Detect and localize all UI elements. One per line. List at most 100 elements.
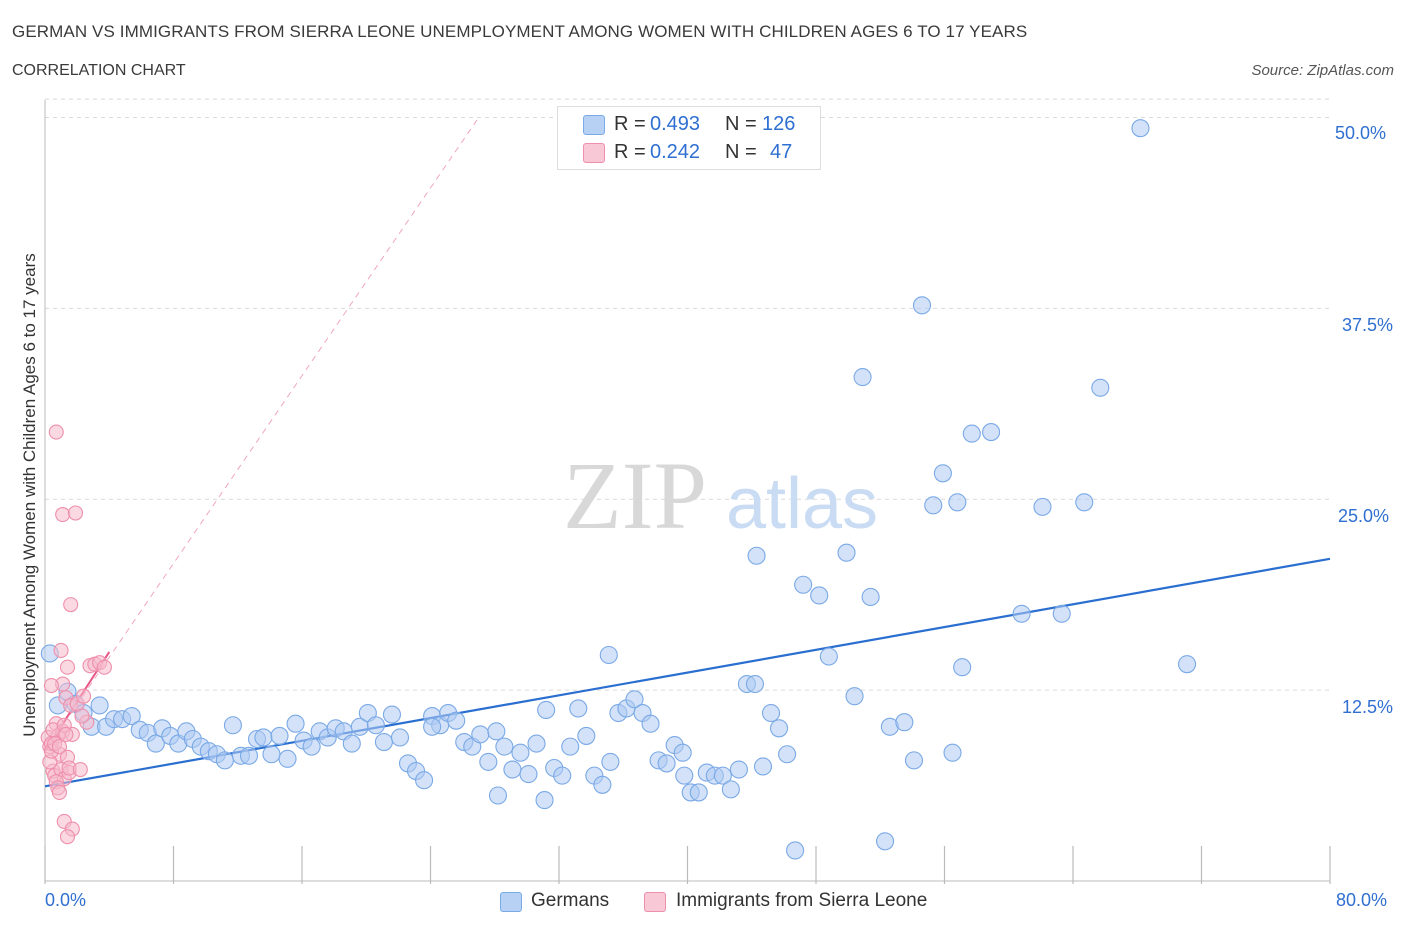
germans-point <box>625 690 644 709</box>
germans-point <box>761 703 781 723</box>
germans-point <box>447 711 466 730</box>
germans-point <box>374 732 393 752</box>
r-value: 0.242 <box>650 141 701 163</box>
stats-row-germans: R = 0.493 N = 126 <box>558 111 820 139</box>
germans-point <box>745 674 765 694</box>
germans-point <box>895 713 914 732</box>
germans-point <box>254 728 273 747</box>
germans-point <box>215 751 234 770</box>
germans-point <box>861 587 880 607</box>
chart-title: GERMAN VS IMMIGRANTS FROM SIERRA LEONE U… <box>12 22 1028 41</box>
legend-germans-swatch <box>500 892 522 912</box>
germans-point <box>729 760 748 779</box>
germans-point <box>786 841 805 860</box>
germans-point <box>753 757 773 776</box>
germans-point <box>487 722 506 741</box>
germans-point <box>1012 604 1031 623</box>
germans-point <box>286 714 305 733</box>
x-tick-max: 80.0% <box>1336 890 1388 910</box>
germans-point <box>519 765 538 784</box>
germans-point <box>819 647 838 666</box>
n-value: 47 <box>770 141 793 163</box>
germans-point <box>904 751 924 770</box>
germans-point <box>270 726 289 745</box>
germans-point <box>912 296 932 315</box>
source-credit: Source: ZipAtlas.com <box>1251 62 1394 79</box>
germans-point <box>962 424 981 443</box>
sierra-leone-trend-extension <box>44 117 480 752</box>
sierra-leone-point <box>51 784 68 800</box>
germans-point <box>770 719 789 738</box>
germans-point <box>471 725 490 744</box>
sierra-leone-point <box>51 739 68 755</box>
r-label: R = <box>614 113 646 135</box>
germans-point <box>569 699 588 718</box>
germans-trend-line <box>44 557 1331 788</box>
germans-point <box>223 716 242 735</box>
germans-point <box>948 493 967 512</box>
germans-point <box>1177 655 1197 674</box>
germans-point <box>593 775 612 794</box>
germans-point <box>713 766 732 785</box>
germans-point <box>262 745 281 764</box>
germans-point <box>721 780 740 799</box>
germans-point <box>302 737 321 756</box>
gridlines <box>45 98 1330 691</box>
sierra-leone-point <box>55 506 71 523</box>
sierra-leone-point <box>67 505 84 521</box>
germans-point <box>673 743 692 762</box>
data-points <box>40 119 1197 860</box>
germans-point <box>553 766 572 785</box>
sierra-leone-point <box>96 659 112 675</box>
germans-point <box>495 737 514 756</box>
germans-point <box>479 752 498 771</box>
sierra-leone-point <box>48 424 64 440</box>
germans-point <box>415 771 434 790</box>
germans-point <box>675 766 694 785</box>
germans-point <box>657 754 676 773</box>
sierra-leone-point <box>53 642 69 658</box>
germans-point <box>794 575 813 594</box>
legend-sierra-leone-label: Immigrants from Sierra Leone <box>676 890 928 911</box>
germans-point <box>982 423 1001 442</box>
germans-point <box>1033 497 1052 516</box>
germans-point <box>641 714 660 733</box>
sierra-leone-swatch <box>583 143 605 163</box>
germans-point <box>933 464 952 483</box>
germans-point <box>122 707 141 726</box>
germans-point <box>146 734 165 753</box>
sierra-leone-point <box>72 761 88 778</box>
germans-point <box>278 749 297 768</box>
legend-germans-label: Germans <box>531 890 610 911</box>
germans-point <box>503 760 522 779</box>
germans-point <box>837 543 856 562</box>
germans-point <box>810 586 829 605</box>
sierra-leone-point <box>59 829 76 845</box>
germans-swatch <box>583 115 605 135</box>
germans-point <box>535 791 554 810</box>
r-label: R = <box>614 141 646 163</box>
germans-point <box>747 546 766 565</box>
germans-point <box>1075 493 1094 512</box>
germans-point <box>527 734 546 753</box>
y-tick-12-5: 12.5% <box>1342 697 1394 717</box>
germans-point <box>943 743 962 762</box>
germans-point <box>845 687 864 706</box>
germans-point <box>561 737 580 756</box>
germans-point <box>689 783 708 802</box>
germans-point <box>601 752 620 771</box>
y-tick-37-5: 37.5% <box>1342 315 1394 335</box>
germans-point <box>1052 604 1071 623</box>
germans-point <box>1091 378 1110 397</box>
germans-point <box>599 645 618 665</box>
series-legend: Germans Immigrants from Sierra Leone <box>0 890 1406 916</box>
germans-point <box>382 705 402 724</box>
stats-legend: R = 0.493 N = 126 R = 0.242 N = 47 <box>557 106 821 170</box>
germans-point <box>390 728 410 747</box>
germans-point <box>953 658 972 677</box>
germans-point <box>423 717 442 736</box>
legend-sierra-leone-swatch <box>644 892 666 912</box>
stats-row-sierra-leone: R = 0.242 N = 47 <box>558 139 820 167</box>
sierra-leone-point <box>76 688 92 704</box>
germans-point <box>488 786 508 805</box>
